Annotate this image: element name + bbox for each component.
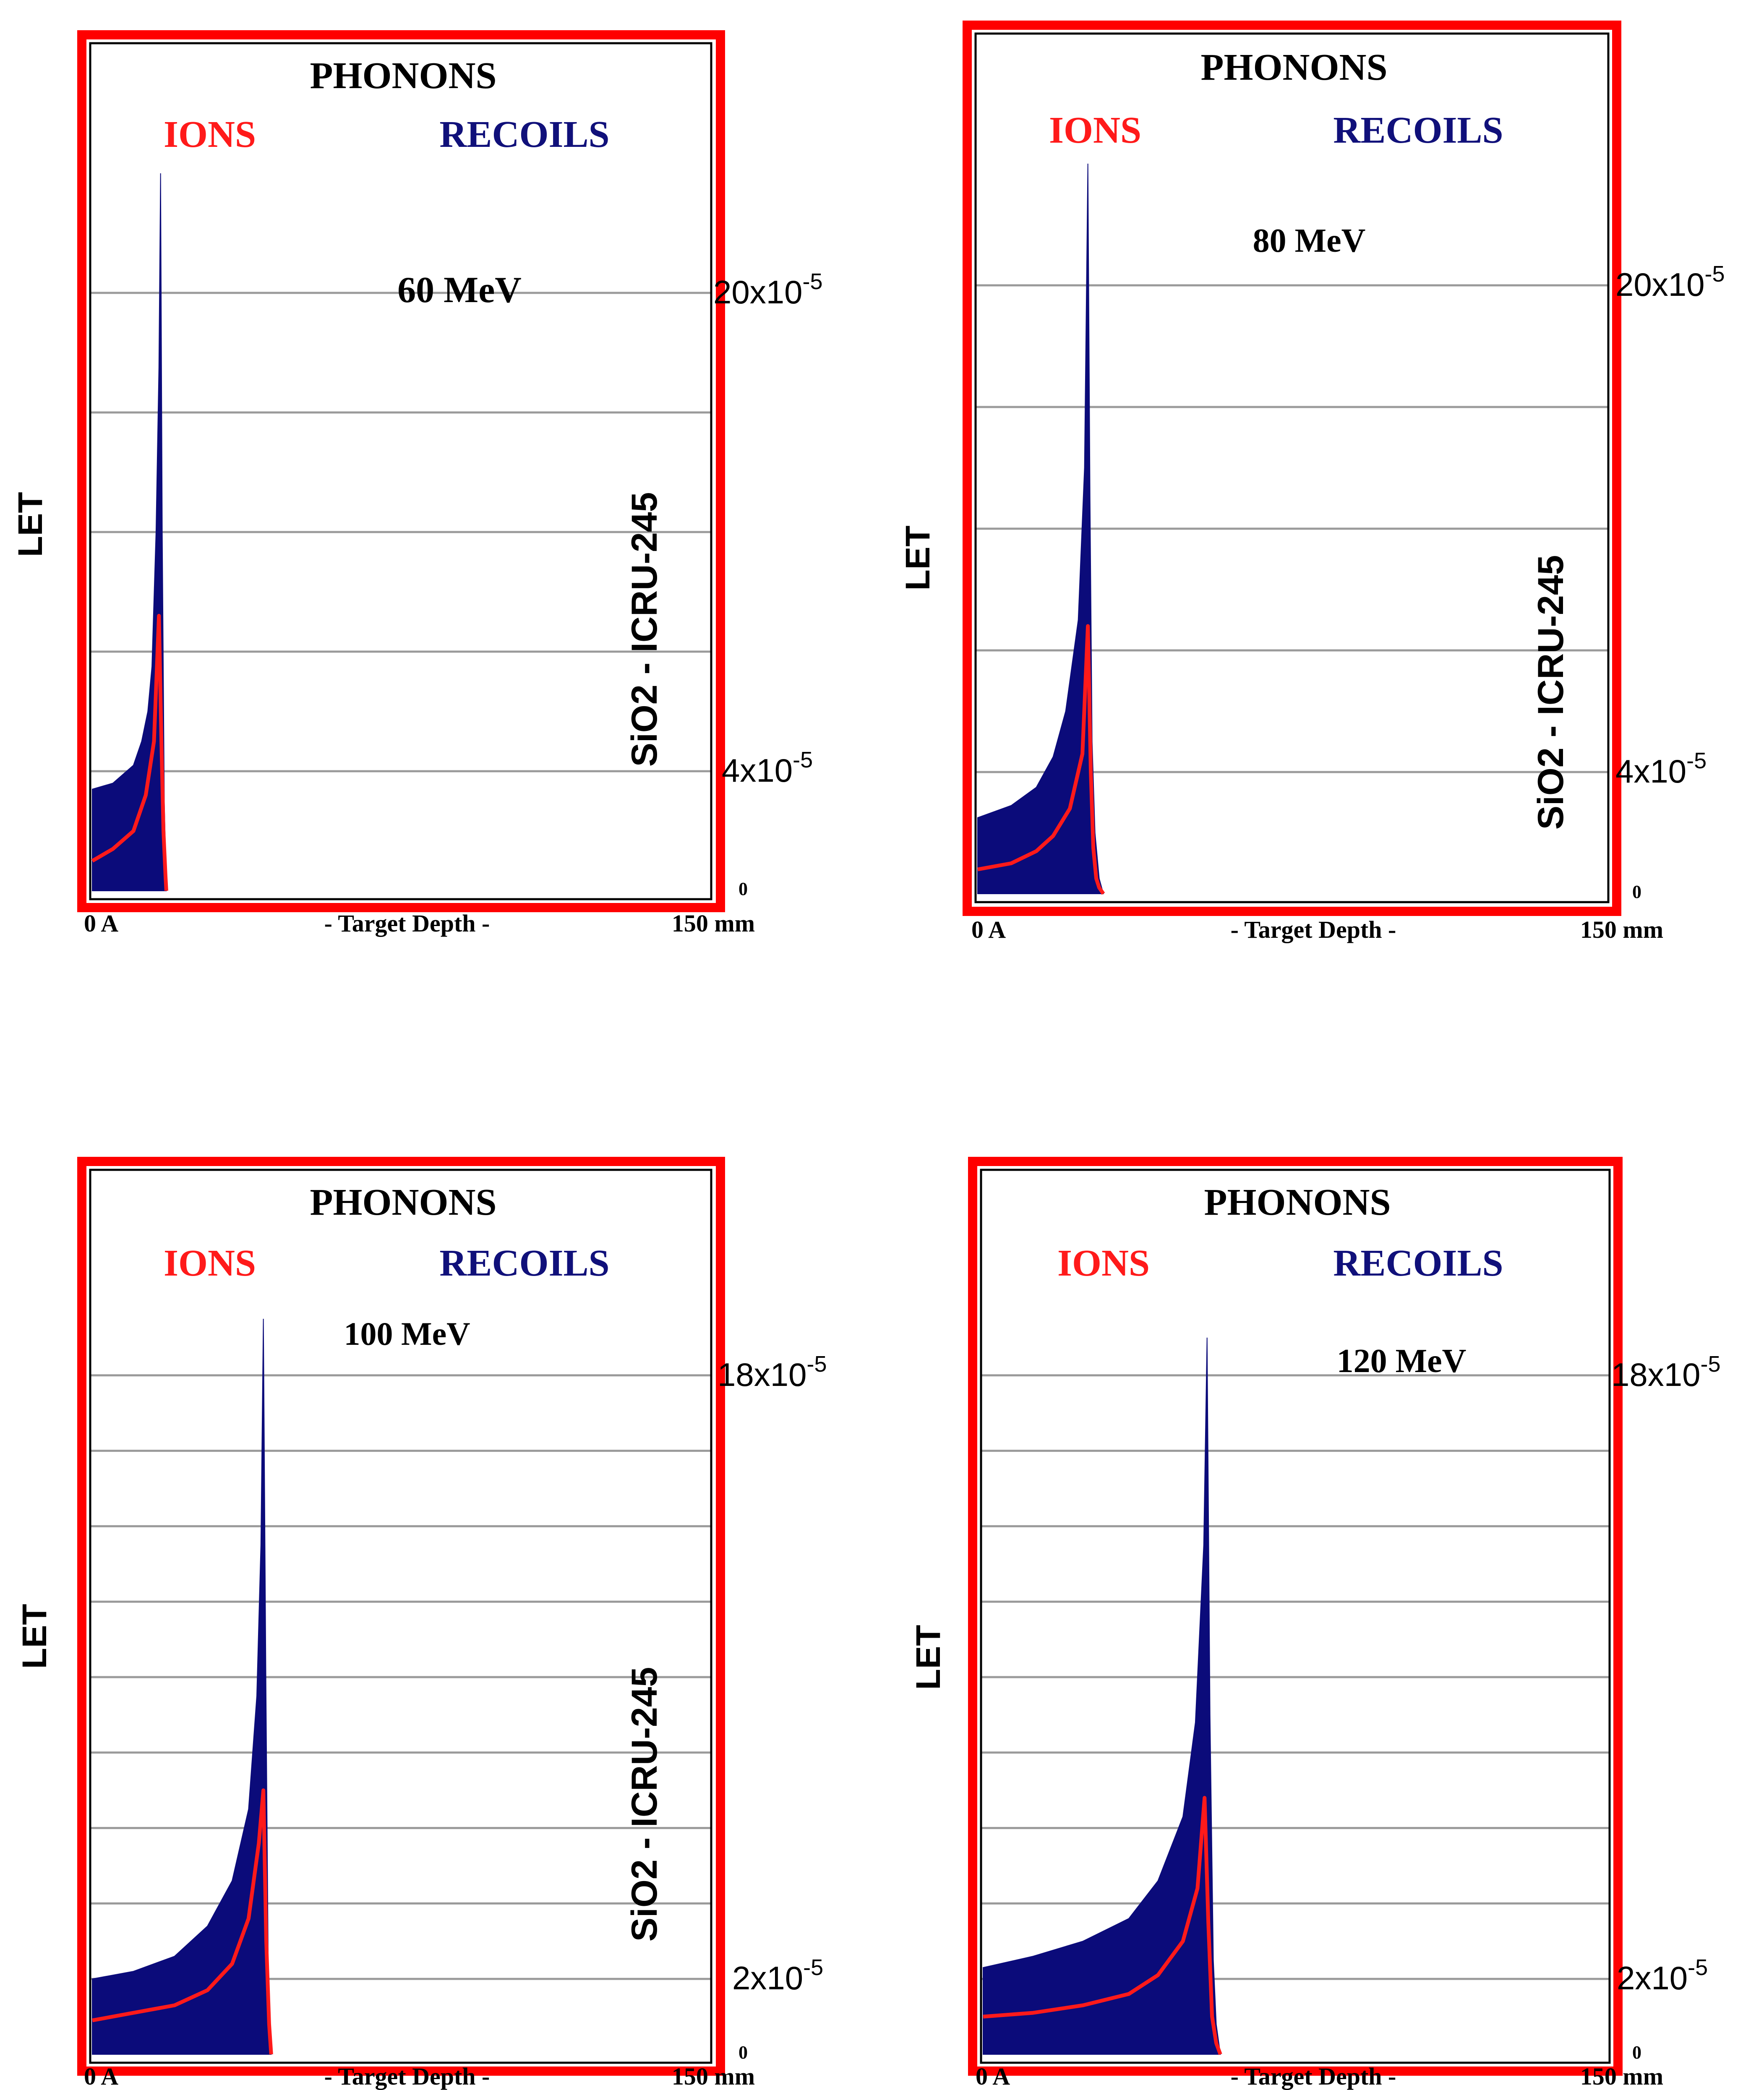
x-axis-label: - Target Depth - bbox=[324, 910, 490, 937]
x-start-label: 0 A bbox=[84, 910, 118, 937]
y-tick-mantissa: 2x10 bbox=[1617, 1960, 1688, 1996]
plot-background bbox=[90, 43, 711, 899]
y-tick-exponent: -5 bbox=[1686, 748, 1707, 773]
chart-panel-3: PHONONS IONS RECOILS 100 MeV LET SiO2 - ICRU-… bbox=[16, 1157, 827, 2090]
x-axis-label: - Target Depth - bbox=[1231, 916, 1396, 943]
energy-label: 60 MeV bbox=[397, 270, 522, 310]
y-tick-mantissa: 20x10 bbox=[1615, 266, 1705, 303]
y-tick-label: 0 bbox=[738, 2042, 748, 2063]
legend-recoils: RECOILS bbox=[439, 1242, 609, 1284]
y-tick-mantissa: 20x10 bbox=[713, 274, 803, 310]
y-tick-mantissa: 2x10 bbox=[732, 1960, 803, 1996]
legend-recoils: RECOILS bbox=[1333, 110, 1503, 151]
panel-frame bbox=[968, 1157, 1623, 2076]
recoils-area bbox=[977, 163, 1104, 894]
y-tick-label: 0 bbox=[1632, 882, 1641, 902]
plot-background bbox=[90, 1170, 711, 2063]
material-label: SiO2 - ICRU-245 bbox=[624, 1667, 665, 1942]
plot-border bbox=[89, 42, 712, 900]
y-tick-exponent: -5 bbox=[803, 269, 823, 294]
legend-recoils: RECOILS bbox=[439, 114, 609, 155]
x-end-label: 150 mm bbox=[672, 910, 755, 937]
y-tick-mantissa: 4x10 bbox=[722, 752, 793, 789]
y-axis-label: LET bbox=[16, 1604, 54, 1669]
chart-title: PHONONS bbox=[310, 1182, 496, 1223]
legend-ions: IONS bbox=[1057, 1242, 1150, 1284]
x-start-label: 0 A bbox=[976, 2063, 1010, 2090]
x-start-label: 0 A bbox=[971, 916, 1006, 943]
y-tick-label: 0 bbox=[738, 879, 748, 899]
y-tick-mantissa: 18x10 bbox=[1611, 1356, 1701, 1393]
ions-line bbox=[983, 1796, 1222, 2055]
ions-line bbox=[91, 614, 168, 891]
y-tick-exponent: -5 bbox=[807, 1352, 827, 1377]
plot-background bbox=[981, 1170, 1610, 2063]
x-axis-label: - Target Depth - bbox=[324, 2063, 490, 2090]
x-end-label: 150 mm bbox=[1580, 916, 1663, 943]
chart-title: PHONONS bbox=[1200, 47, 1387, 88]
energy-label: 120 MeV bbox=[1337, 1343, 1467, 1380]
panel-frame bbox=[77, 30, 725, 912]
plot-border bbox=[974, 32, 1610, 903]
recoils-area bbox=[92, 173, 167, 891]
legend-ions: IONS bbox=[164, 114, 256, 155]
panel-frame bbox=[963, 21, 1621, 916]
y-tick-label: 18x10-5 bbox=[1611, 1352, 1721, 1393]
y-tick-exponent: -5 bbox=[1688, 1955, 1708, 1980]
energy-label: 100 MeV bbox=[344, 1315, 470, 1352]
y-tick-exponent: -5 bbox=[1705, 261, 1725, 287]
chart-title: PHONONS bbox=[310, 55, 496, 97]
chart-panel-1: PHONONS IONS RECOILS 60 MeV LET SiO2 - ICRU-2… bbox=[11, 30, 823, 937]
y-tick-label: 0 bbox=[1632, 2042, 1641, 2063]
y-axis-label: LET bbox=[899, 526, 937, 591]
y-tick-mantissa: 18x10 bbox=[718, 1356, 807, 1393]
legend-recoils: RECOILS bbox=[1333, 1242, 1503, 1284]
y-tick-label: 20x10-5 bbox=[713, 269, 823, 310]
y-tick-mantissa: 0 bbox=[1632, 882, 1641, 902]
material-label: SiO2 - ICRU-245 bbox=[1531, 555, 1571, 830]
y-tick-label: 2x10-5 bbox=[1617, 1955, 1708, 1996]
energy-label: 80 MeV bbox=[1253, 222, 1366, 259]
y-tick-mantissa: 0 bbox=[1632, 2042, 1641, 2063]
y-axis-label: LET bbox=[909, 1625, 947, 1690]
ions-line bbox=[92, 1788, 273, 2055]
y-tick-exponent: -5 bbox=[793, 747, 813, 772]
y-tick-label: 20x10-5 bbox=[1615, 261, 1725, 303]
y-tick-mantissa: 4x10 bbox=[1615, 753, 1686, 790]
y-tick-label: 18x10-5 bbox=[718, 1352, 827, 1393]
legend-ions: IONS bbox=[164, 1242, 256, 1284]
x-end-label: 150 mm bbox=[672, 2063, 755, 2090]
chart-panel-2: PHONONS IONS RECOILS 80 MeV LET SiO2 - ICRU-2… bbox=[899, 21, 1725, 943]
x-start-label: 0 A bbox=[84, 2063, 118, 2090]
chart-title: PHONONS bbox=[1204, 1182, 1391, 1223]
x-axis-label: - Target Depth - bbox=[1231, 2063, 1396, 2090]
y-axis-label: LET bbox=[11, 492, 50, 557]
y-tick-mantissa: 0 bbox=[738, 2042, 748, 2063]
x-end-label: 150 mm bbox=[1580, 2063, 1663, 2090]
y-tick-exponent: -5 bbox=[803, 1955, 823, 1980]
legend-ions: IONS bbox=[1049, 110, 1141, 151]
y-tick-label: 2x10-5 bbox=[732, 1955, 823, 1996]
y-tick-exponent: -5 bbox=[1701, 1352, 1721, 1377]
panel-frame bbox=[77, 1157, 725, 2076]
y-tick-label: 4x10-5 bbox=[1615, 748, 1707, 790]
plot-border bbox=[980, 1169, 1611, 2064]
ions-line bbox=[977, 624, 1105, 895]
recoils-area bbox=[983, 1337, 1221, 2055]
y-tick-label: 4x10-5 bbox=[722, 747, 813, 789]
material-label: SiO2 - ICRU-245 bbox=[624, 492, 665, 767]
plot-border bbox=[89, 1169, 712, 2064]
y-tick-mantissa: 0 bbox=[738, 879, 748, 899]
